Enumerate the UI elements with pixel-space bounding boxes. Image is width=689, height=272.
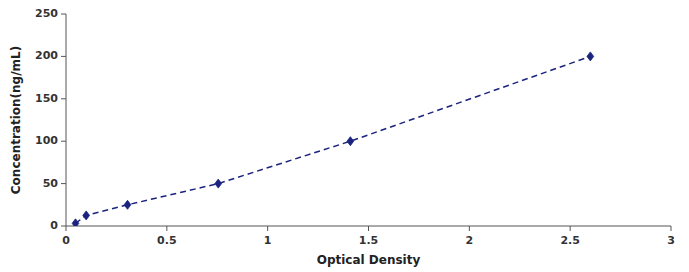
y-tick-guide bbox=[66, 226, 671, 227]
x-tick-label: 1.5 bbox=[359, 234, 379, 247]
x-tick-label: 0 bbox=[62, 234, 70, 247]
x-tick-label: 1 bbox=[264, 234, 272, 247]
x-axis: 0 0.5 1 1.5 2 2.5 3 bbox=[62, 226, 675, 247]
y-tick-label: 200 bbox=[35, 49, 58, 62]
y-tick-guide bbox=[66, 14, 671, 15]
y-tick bbox=[61, 14, 66, 15]
y-axis-line bbox=[66, 14, 67, 226]
y-tick bbox=[61, 226, 66, 227]
plot-area bbox=[72, 52, 594, 226]
y-axis-label: Concentration(ng/mL) bbox=[9, 46, 23, 194]
y-tick-guide bbox=[66, 141, 671, 142]
chart-container: 0 50 100 150 200 250 0 0.5 1 1.5 2 2.5 3 Optical Dens… bbox=[0, 0, 689, 272]
x-tick bbox=[671, 226, 672, 231]
y-tick-label: 0 bbox=[50, 219, 58, 232]
x-tick-label: 2 bbox=[466, 234, 474, 247]
y-tick bbox=[61, 98, 66, 99]
data-point bbox=[124, 200, 131, 209]
data-point bbox=[587, 52, 594, 61]
y-tick-label: 250 bbox=[35, 7, 58, 20]
y-tick bbox=[61, 183, 66, 184]
data-point bbox=[83, 211, 90, 220]
x-tick bbox=[469, 226, 470, 231]
x-tick bbox=[267, 226, 268, 231]
data-line bbox=[75, 56, 590, 223]
y-tick-label: 50 bbox=[43, 177, 59, 190]
y-axis: 0 50 100 150 200 250 bbox=[35, 7, 671, 232]
y-tick-guide bbox=[66, 98, 671, 99]
y-tick-label: 100 bbox=[35, 134, 58, 147]
y-tick bbox=[61, 141, 66, 142]
data-point bbox=[347, 137, 354, 146]
data-point bbox=[215, 179, 222, 188]
x-tick bbox=[66, 226, 67, 231]
x-axis-label: Optical Density bbox=[317, 253, 421, 267]
x-tick bbox=[570, 226, 571, 231]
x-tick-label: 2.5 bbox=[560, 234, 580, 247]
x-tick-label: 3 bbox=[667, 234, 675, 247]
y-tick-guide bbox=[66, 56, 671, 57]
data-point bbox=[72, 219, 79, 226]
y-tick bbox=[61, 56, 66, 57]
x-tick-label: 0.5 bbox=[157, 234, 177, 247]
chart-svg: 0 50 100 150 200 250 0 0.5 1 1.5 2 2.5 3 Optical Dens… bbox=[0, 0, 689, 272]
y-tick-guide bbox=[66, 183, 671, 184]
y-tick-label: 150 bbox=[35, 92, 58, 105]
x-axis-line bbox=[66, 226, 671, 227]
x-tick bbox=[166, 226, 167, 231]
x-tick bbox=[368, 226, 369, 231]
